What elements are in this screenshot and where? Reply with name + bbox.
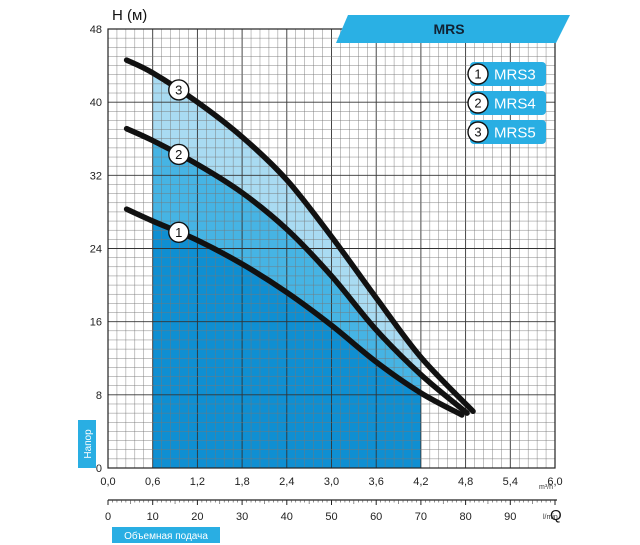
legend-label-box xyxy=(470,91,546,115)
x-tick-label: 6,0 xyxy=(547,476,562,488)
lmin-tick-label: 30 xyxy=(236,511,248,523)
legend-marker-2 xyxy=(467,92,489,114)
curve-marker-label: 2 xyxy=(175,147,182,162)
lmin-tick-label: 40 xyxy=(281,511,293,523)
lmin-tick-label: 70 xyxy=(415,511,427,523)
x-tick-label: 3,6 xyxy=(369,476,384,488)
y-tick-label: 40 xyxy=(90,97,102,109)
x-unit-bottom: l/min xyxy=(543,514,558,521)
x-axis-ticks-m3h: 0,0 0,6 1,2 1,8 2,4 3,0 3,6 4,2 4,8 5,4 6,0 xyxy=(100,476,562,488)
x-tick-label: 3,0 xyxy=(324,476,339,488)
y-tick-label: 16 xyxy=(90,317,102,329)
curve-marker-2 xyxy=(168,143,190,166)
x-tick-label: 2,4 xyxy=(279,476,294,488)
chart-title: MRS xyxy=(433,21,464,37)
legend-label-box xyxy=(470,62,546,86)
x-tick-label: 5,4 xyxy=(503,476,518,488)
title-banner xyxy=(336,15,570,43)
curve-mrs3 xyxy=(123,206,465,418)
lmin-tick-label: 60 xyxy=(370,511,382,523)
x-tick-label: 4,2 xyxy=(413,476,428,488)
lmin-tick-label: 10 xyxy=(147,511,159,523)
legend-marker-label: 2 xyxy=(474,96,481,111)
y-tick-label: 48 xyxy=(90,24,102,36)
x-tick-label: 4,8 xyxy=(458,476,473,488)
x-tick-label: 1,2 xyxy=(190,476,205,488)
x-axis-title: Объемная подача xyxy=(124,530,208,542)
legend-entry-mrs5: MRS5 xyxy=(494,125,536,142)
y-tick-label: 8 xyxy=(96,390,102,402)
x-tick-label: 0,0 xyxy=(100,476,115,488)
x-unit-top: m³/h xyxy=(539,484,553,491)
legend-label-box xyxy=(470,120,546,144)
legend-marker-label: 1 xyxy=(474,67,481,82)
plot-border xyxy=(107,28,556,469)
legend-entry-mrs4: MRS4 xyxy=(494,96,536,113)
curve-marker-1 xyxy=(168,221,190,243)
curve-mrs4 xyxy=(123,125,470,416)
legend-entry-mrs3: MRS3 xyxy=(494,67,536,84)
y-tick-label: 32 xyxy=(90,170,102,182)
curve-markers: 1 2 3 xyxy=(168,79,190,243)
curve-marker-label: 3 xyxy=(175,82,182,97)
legend-marker-3 xyxy=(467,121,489,143)
lmin-tick-label: 80 xyxy=(459,511,471,523)
lmin-tick-label: 0 xyxy=(105,511,111,523)
curve-mrs5 xyxy=(123,57,476,415)
curve-marker-3 xyxy=(168,79,190,101)
performance-curves xyxy=(123,57,476,418)
y-axis-ticks: 0 8 16 24 32 40 48 xyxy=(90,24,102,475)
y-axis-title: H (м) xyxy=(112,7,147,24)
x-axis-lmin: 0 10 20 30 40 50 60 70 80 90 xyxy=(105,499,557,523)
y-tick-label: 0 xyxy=(96,463,102,475)
x-tick-label: 0,6 xyxy=(145,476,160,488)
legend-marker-label: 3 xyxy=(474,125,481,140)
y-tick-label: 24 xyxy=(90,244,102,256)
lmin-tick-label: 90 xyxy=(504,511,516,523)
side-label-box xyxy=(78,420,96,468)
x-axis-end-label: Q xyxy=(550,507,562,524)
side-label: Напор xyxy=(83,429,94,459)
x-tick-label: 1,8 xyxy=(234,476,249,488)
legend: 1 MRS3 2 MRS4 3 MRS5 xyxy=(467,62,546,144)
lmin-tick-label: 50 xyxy=(325,511,337,523)
legend-marker-1 xyxy=(467,63,489,85)
curve-marker-label: 1 xyxy=(175,225,182,240)
x-axis-title-box xyxy=(112,527,220,543)
lmin-tick-label: 20 xyxy=(191,511,203,523)
